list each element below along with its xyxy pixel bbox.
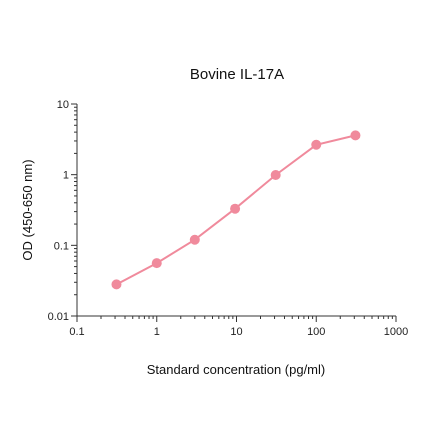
data-point [230, 203, 241, 214]
y-tick-label: 0.01 [48, 311, 69, 323]
y-axis-title: OD (450-650 nm) [20, 159, 35, 260]
data-point [350, 130, 361, 141]
y-tick-label: 0.1 [54, 240, 69, 252]
x-tick-label: 100 [307, 326, 325, 338]
x-tick-label: 1 [154, 326, 160, 338]
data-point [270, 169, 281, 180]
data-point [111, 279, 122, 290]
data-point [151, 258, 162, 269]
chart-title: Bovine IL-17A [190, 66, 284, 83]
x-axis-title: Standard concentration (pg/ml) [147, 362, 325, 377]
series-layer [111, 130, 361, 290]
x-tick-label: 0.1 [69, 326, 84, 338]
x-tick-label: 1000 [384, 326, 408, 338]
data-point [311, 139, 322, 150]
x-tick-label: 10 [230, 326, 242, 338]
y-tick-label: 10 [57, 99, 69, 111]
data-point [189, 234, 200, 245]
y-tick-label: 1 [63, 170, 69, 182]
